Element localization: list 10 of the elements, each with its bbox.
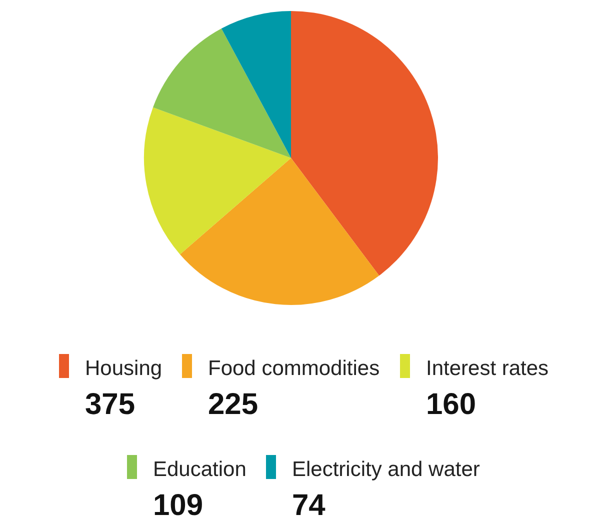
legend-label: Interest rates	[426, 357, 549, 380]
legend-label: Electricity and water	[292, 458, 480, 481]
data-label: 74	[292, 489, 326, 517]
legend-label: Education	[153, 458, 246, 481]
legend-label: Housing	[85, 357, 162, 380]
data-label: 375	[85, 388, 136, 421]
data-label: 160	[426, 388, 476, 421]
data-label: 225	[208, 388, 258, 421]
data-label: 109	[153, 489, 204, 517]
legend-label: Food commodities	[208, 357, 380, 380]
